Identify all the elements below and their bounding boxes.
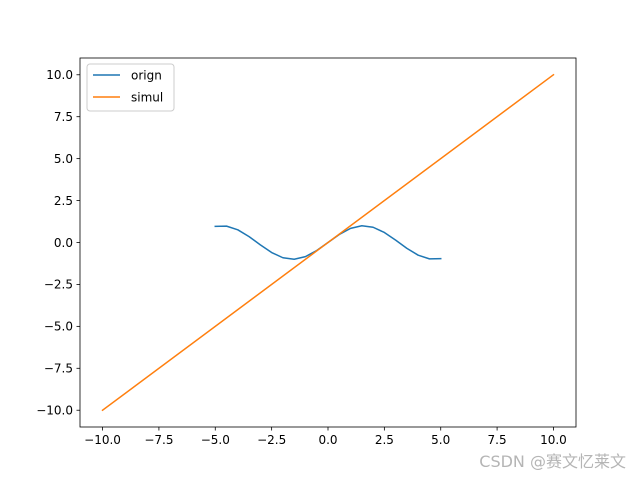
- y-tick-label: 7.5: [54, 110, 73, 124]
- legend-label-orign: orign: [131, 69, 162, 83]
- y-tick-label: −5.0: [44, 320, 73, 334]
- x-tick-label: 7.5: [488, 433, 507, 447]
- x-tick-label: 0.0: [318, 433, 337, 447]
- series-line-simul: [101, 73, 555, 412]
- y-tick-label: 0.0: [54, 236, 73, 250]
- y-tick-label: 2.5: [54, 194, 73, 208]
- x-tick-label: −7.5: [144, 433, 173, 447]
- legend: orign simul: [86, 63, 175, 112]
- x-tick-label: −10.0: [84, 433, 121, 447]
- y-tick-label: −2.5: [44, 278, 73, 292]
- y-tick-label: 10.0: [46, 68, 73, 82]
- legend-label-simul: simul: [131, 91, 163, 105]
- y-tick-label: 5.0: [54, 152, 73, 166]
- y-tick-label: −10.0: [36, 404, 73, 418]
- x-tick-label: 10.0: [540, 433, 567, 447]
- x-tick-label: 5.0: [431, 433, 450, 447]
- y-tick-label: −7.5: [44, 362, 73, 376]
- x-tick-label: −5.0: [201, 433, 230, 447]
- x-tick-label: 2.5: [375, 433, 394, 447]
- plot-area: [101, 73, 555, 412]
- axes: −10.0 −7.5 −5.0 −2.5 0.0 2.5 5.0 7.5 10.0 −10.0 −7…: [36, 57, 577, 447]
- watermark-text: CSDN @赛文忆莱文: [479, 452, 626, 471]
- x-tick-label: −2.5: [257, 433, 286, 447]
